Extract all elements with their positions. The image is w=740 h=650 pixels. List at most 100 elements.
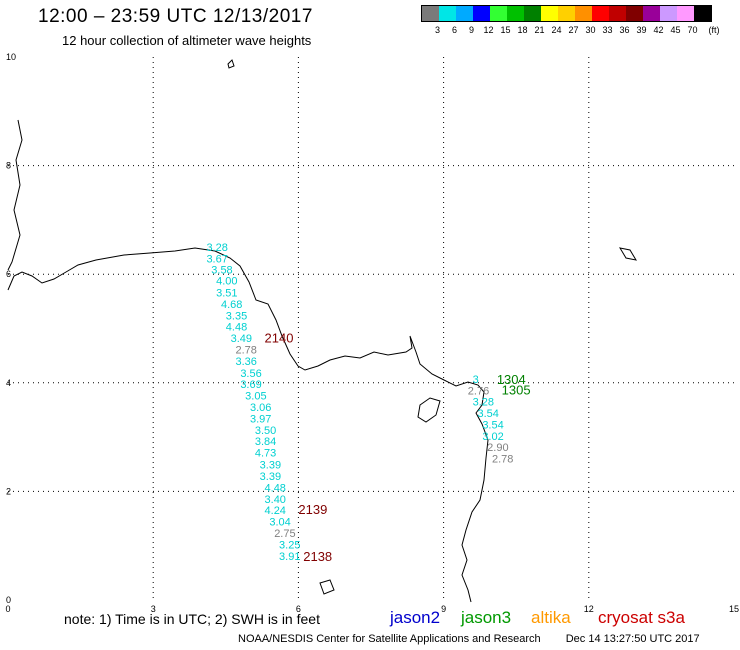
coastline-west-path bbox=[7, 119, 23, 271]
wave-height-label: 3.36 bbox=[235, 356, 256, 368]
wave-height-label: 3.54 bbox=[482, 419, 503, 431]
legend-swatch bbox=[422, 6, 439, 21]
satellite-label-altika: altika bbox=[531, 608, 571, 627]
wave-height-label: 2.78 bbox=[492, 454, 513, 466]
wave-height-label: 3.51 bbox=[216, 287, 237, 299]
x-tick-label: 12 bbox=[584, 604, 594, 614]
legend-swatch bbox=[558, 6, 575, 21]
x-tick-label: 3 bbox=[151, 604, 156, 614]
legend-label: 36 bbox=[619, 25, 630, 35]
island-far-east-path bbox=[618, 247, 638, 261]
legend-label: 70 bbox=[687, 25, 698, 35]
wave-height-label: 3.28 bbox=[206, 242, 227, 254]
wave-height-label: 3.97 bbox=[250, 413, 271, 425]
legend-label: 3 bbox=[434, 25, 440, 35]
satellite-label-cryosat-s3a: cryosat s3a bbox=[598, 608, 685, 627]
pass-id-label: 2139 bbox=[298, 502, 327, 517]
x-axis-ticks: 0 3 6 9 12 15 bbox=[5, 604, 739, 614]
coastline-main-path bbox=[7, 247, 489, 603]
map-subtitle: 12 hour collection of altimeter wave hei… bbox=[62, 33, 312, 48]
legend-swatch bbox=[541, 6, 558, 21]
pass-id-label: 2138 bbox=[303, 549, 332, 564]
wave-height-label: 4.73 bbox=[255, 448, 276, 460]
legend-swatch bbox=[439, 6, 456, 21]
legend-swatch bbox=[694, 6, 711, 21]
wave-height-label: 3.84 bbox=[255, 436, 276, 448]
y-tick-label: 2 bbox=[6, 486, 11, 496]
wave-height-label: 3.28 bbox=[473, 397, 494, 409]
satellite-label-jason2: jason2 bbox=[390, 608, 441, 627]
wave-height-label: 3.39 bbox=[260, 460, 281, 472]
wave-height-label: 2.76 bbox=[468, 386, 489, 398]
legend-swatch bbox=[643, 6, 660, 21]
legend-color-bar bbox=[421, 5, 712, 22]
island-south-path bbox=[319, 579, 335, 595]
wave-height-label: 3.91 bbox=[279, 551, 300, 563]
wave-height-label: 3.05 bbox=[245, 391, 266, 403]
legend-swatch bbox=[592, 6, 609, 21]
wave-height-label: 4.24 bbox=[265, 505, 286, 517]
legend-swatch bbox=[626, 6, 643, 21]
legend-label: 42 bbox=[653, 25, 664, 35]
island-east-path bbox=[417, 397, 441, 423]
legend-label: 45 bbox=[670, 25, 681, 35]
wave-height-label: 3.25 bbox=[279, 539, 300, 551]
legend-swatch bbox=[660, 6, 677, 21]
wave-height-label: 4.00 bbox=[216, 276, 237, 288]
wave-height-label: 4.48 bbox=[265, 482, 286, 494]
satellite-label-jason3: jason3 bbox=[461, 608, 512, 627]
wave-height-label: 3.50 bbox=[255, 425, 276, 437]
y-tick-label: 8 bbox=[6, 161, 11, 171]
x-tick-label: 6 bbox=[296, 604, 301, 614]
x-tick-label: 15 bbox=[729, 604, 739, 614]
x-tick-label: 0 bbox=[5, 604, 10, 614]
y-tick-label: 10 bbox=[6, 52, 16, 62]
legend-swatch bbox=[490, 6, 507, 21]
legend-swatch bbox=[473, 6, 490, 21]
pass-id-label: 1304 bbox=[497, 372, 526, 387]
legend-swatch bbox=[575, 6, 592, 21]
legend-swatch bbox=[677, 6, 694, 21]
legend-swatch bbox=[456, 6, 473, 21]
legend-label: 30 bbox=[585, 25, 596, 35]
wave-height-label: 2.90 bbox=[487, 442, 508, 454]
legend-label: 15 bbox=[500, 25, 511, 35]
legend-label: 12 bbox=[483, 25, 494, 35]
wave-height-label: 2.75 bbox=[274, 528, 295, 540]
legend-swatch bbox=[507, 6, 524, 21]
y-tick-label: 4 bbox=[6, 378, 11, 388]
wave-height-legend: 3 6 9 12 15 18 21 24 27 30 33 36 39 42 45 70 (ft) bbox=[421, 5, 720, 39]
legend-unit: (ft) bbox=[708, 25, 720, 35]
satellite-track-labels: 3.283.673.584.003.514.683.354.483.492.78… bbox=[206, 242, 530, 564]
y-tick-label: 6 bbox=[6, 269, 11, 279]
legend-label: 27 bbox=[568, 25, 579, 35]
legend-label: 24 bbox=[551, 25, 562, 35]
legend-swatch bbox=[524, 6, 541, 21]
island-north-path bbox=[227, 59, 235, 69]
pass-id-label: 2140 bbox=[265, 331, 294, 346]
map-title: 12:00 – 23:59 UTC 12/13/2017 bbox=[38, 6, 313, 27]
wave-height-label: 3.54 bbox=[477, 408, 498, 420]
wave-height-label: 2.78 bbox=[235, 344, 256, 356]
wave-height-label: 3 bbox=[473, 374, 479, 386]
map-grid bbox=[8, 57, 734, 600]
wave-height-label: 3.69 bbox=[240, 379, 261, 391]
wave-height-label: 3.67 bbox=[206, 253, 227, 265]
wave-height-label: 3.06 bbox=[250, 402, 271, 414]
wave-height-label: 3.49 bbox=[231, 333, 252, 345]
credit-agency: NOAA/NESDIS Center for Satellite Applica… bbox=[238, 633, 541, 645]
coastline bbox=[7, 59, 638, 603]
wave-height-label: 3.56 bbox=[240, 368, 261, 380]
legend-label: 21 bbox=[534, 25, 545, 35]
y-axis-ticks: 10 8 6 4 2 0 bbox=[6, 52, 16, 605]
pass-id-label: 1305 bbox=[502, 383, 531, 398]
legend-swatch bbox=[609, 6, 626, 21]
wave-height-label: 3.35 bbox=[226, 310, 247, 322]
x-tick-label: 9 bbox=[441, 604, 446, 614]
wave-height-label: 3.02 bbox=[482, 431, 503, 443]
legend-label: 18 bbox=[517, 25, 528, 35]
credit-line: NOAA/NESDIS Center for Satellite Applica… bbox=[238, 633, 700, 645]
wave-height-label: 3.39 bbox=[260, 471, 281, 483]
wave-height-label: 3.04 bbox=[269, 517, 290, 529]
